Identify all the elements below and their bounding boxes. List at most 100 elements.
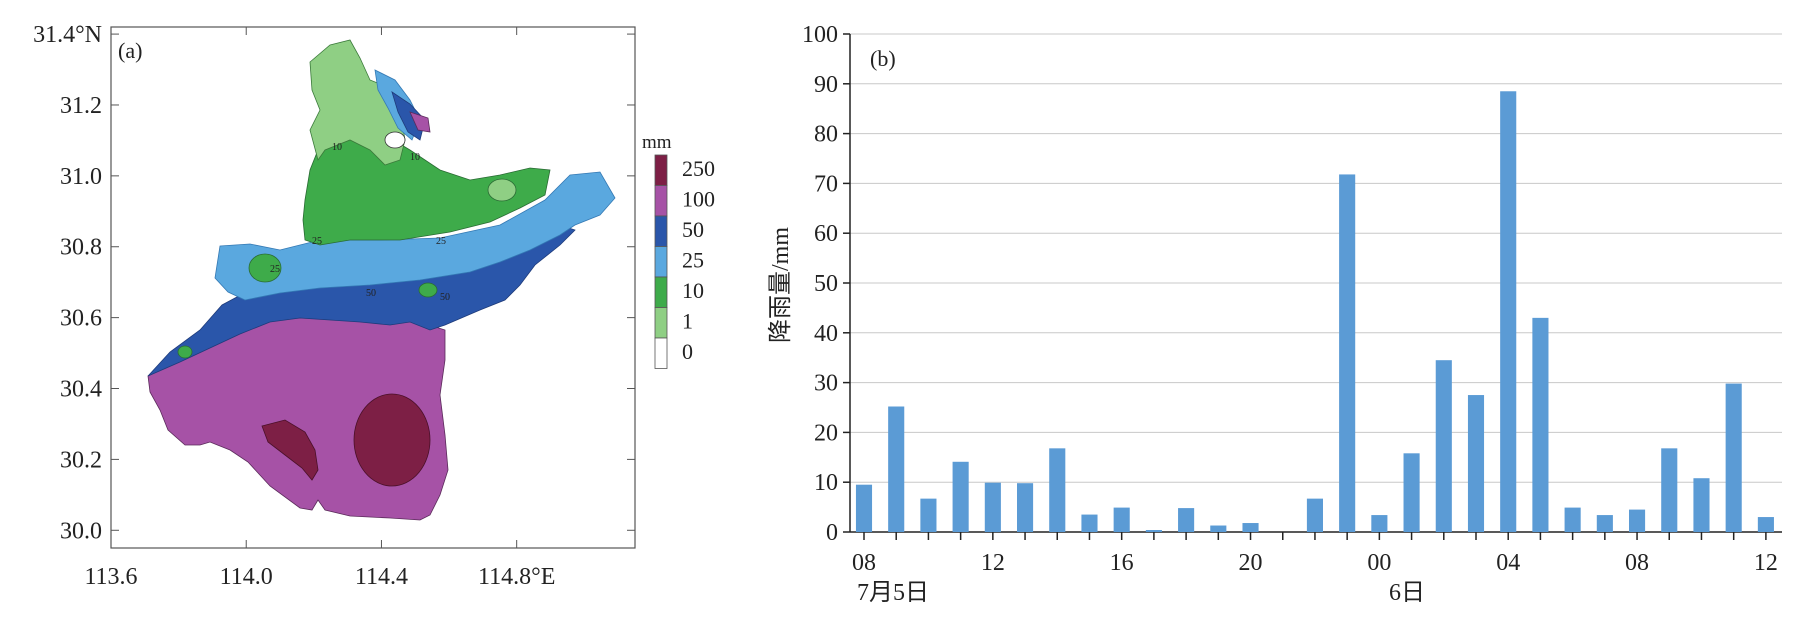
map-y-axis: 31.4°N 31.2 31.0 30.8 30.6 30.4 30.2 30.0 xyxy=(33,22,635,544)
x-tick-label: 08 xyxy=(1625,550,1649,576)
x-tick-label: 12 xyxy=(1754,550,1778,576)
map-x-tick-label: 114.4 xyxy=(355,564,408,590)
map-x-axis: 113.6 114.0 114.4 114.8°E xyxy=(84,27,555,590)
region-250mm-core-1 xyxy=(353,393,431,487)
bar xyxy=(1403,453,1420,532)
contour-label: 50 xyxy=(440,292,450,303)
bar xyxy=(1661,448,1678,532)
colorbar-swatch xyxy=(654,246,668,278)
region-250mm-core-2 xyxy=(261,419,319,481)
y-tick-label: 10 xyxy=(814,470,838,496)
bar xyxy=(1532,317,1549,532)
pocket-west-10mm xyxy=(248,253,282,283)
bar xyxy=(1049,448,1066,532)
map-x-tick-label: 113.6 xyxy=(84,564,137,590)
colorbar-label: 0 xyxy=(682,339,693,364)
x-tick-label: 20 xyxy=(1239,550,1263,576)
bar xyxy=(984,482,1001,532)
pocket-east-10mm xyxy=(487,178,517,202)
colorbar-label: 10 xyxy=(682,278,704,303)
date-label-day1: 7月5日 xyxy=(857,580,929,606)
y-tick-label: 20 xyxy=(814,420,838,446)
x-tick-label: 04 xyxy=(1496,550,1520,576)
x-tick-label: 00 xyxy=(1367,550,1391,576)
colorbar-swatch xyxy=(654,307,668,339)
contour-label: 10 xyxy=(410,152,420,163)
bar xyxy=(1081,514,1098,532)
y-tick-label: 90 xyxy=(814,72,838,98)
contour-label: 25 xyxy=(436,236,446,247)
bar xyxy=(952,461,969,532)
colorbar-label: 50 xyxy=(682,217,704,242)
bar xyxy=(1242,523,1259,532)
panel-a-rainfall-map: 10 25 25 50 50 10 25 (a) 113.6 114.0 114.4… xyxy=(0,0,720,612)
y-tick-label: 40 xyxy=(814,321,838,347)
colorbar-swatch xyxy=(654,185,668,217)
panel-label-b: (b) xyxy=(870,46,896,71)
x-tick-label: 08 xyxy=(852,550,876,576)
contour-labels: 10 25 25 50 50 10 25 xyxy=(270,142,450,303)
map-y-tick-label: 31.2 xyxy=(60,93,102,119)
y-tick-label: 0 xyxy=(826,520,838,546)
bar xyxy=(1017,483,1034,532)
colorbar-label: 250 xyxy=(682,156,715,181)
y-tick-label: 100 xyxy=(802,22,838,48)
bar xyxy=(1757,517,1774,532)
bar xyxy=(1725,383,1742,532)
x-tick-label: 16 xyxy=(1110,550,1134,576)
x-tick-label: 12 xyxy=(981,550,1005,576)
y-tick-label: 70 xyxy=(814,171,838,197)
y-tick-label: 30 xyxy=(814,371,838,397)
pocket-sw-10mm xyxy=(177,345,193,359)
panel-b-rainfall-bar-chart: 0 10 20 30 40 50 60 70 80 90 100 08 12 16 20 00 04 08 12 … xyxy=(760,0,1804,612)
contour-label: 25 xyxy=(270,264,280,275)
panel-label-a: (a) xyxy=(118,38,142,63)
map-y-tick-label: 30.6 xyxy=(60,306,102,332)
y-axis-ticks: 0 10 20 30 40 50 60 70 80 90 100 xyxy=(802,22,850,546)
bar xyxy=(1467,395,1485,532)
map-y-tick-label: 30.2 xyxy=(60,447,102,473)
bar xyxy=(1178,508,1195,532)
y-axis-label: 降雨量/mm xyxy=(767,227,794,343)
bars xyxy=(855,91,1774,533)
bar xyxy=(1145,530,1162,532)
contour-label: 50 xyxy=(366,288,376,299)
bar xyxy=(1113,507,1130,532)
bar xyxy=(1564,507,1581,532)
bar xyxy=(1339,174,1356,532)
bar xyxy=(1629,509,1646,532)
bar xyxy=(1210,525,1227,532)
y-tick-label: 50 xyxy=(814,271,838,297)
gridlines xyxy=(850,33,1782,483)
colorbar-label: 100 xyxy=(682,187,715,212)
bar xyxy=(920,498,937,532)
colorbar-unit: mm xyxy=(642,132,672,153)
bar xyxy=(1500,91,1517,533)
y-tick-label: 80 xyxy=(814,122,838,148)
bar xyxy=(855,484,873,532)
map-x-tick-label: 114.0 xyxy=(220,564,273,590)
bar xyxy=(1306,498,1323,532)
region-1mm xyxy=(309,39,406,166)
map-x-tick-label: 114.8°E xyxy=(478,564,555,590)
map-regions xyxy=(147,39,616,521)
colorbar-label: 25 xyxy=(682,248,704,273)
bar xyxy=(1693,478,1710,532)
region-north-100mm xyxy=(409,111,431,133)
bar xyxy=(1596,515,1613,532)
contour-label: 10 xyxy=(332,142,342,153)
rainfall-map-svg: 10 25 25 50 50 10 25 (a) 113.6 114.0 114.4… xyxy=(33,22,715,590)
map-y-tick-label: 31.0 xyxy=(60,164,102,190)
date-label-day2: 6日 xyxy=(1389,580,1425,606)
contour-label: 25 xyxy=(312,236,322,247)
x-axis-ticks: 08 12 16 20 00 04 08 12 xyxy=(852,532,1778,576)
y-tick-label: 60 xyxy=(814,221,838,247)
map-y-tick-label: 31.4°N xyxy=(33,22,102,48)
map-y-tick-label: 30.0 xyxy=(60,518,102,544)
colorbar-swatch xyxy=(654,276,668,308)
colorbar-swatch xyxy=(654,215,668,247)
colorbar-label: 1 xyxy=(682,309,693,334)
map-y-tick-label: 30.8 xyxy=(60,235,102,261)
